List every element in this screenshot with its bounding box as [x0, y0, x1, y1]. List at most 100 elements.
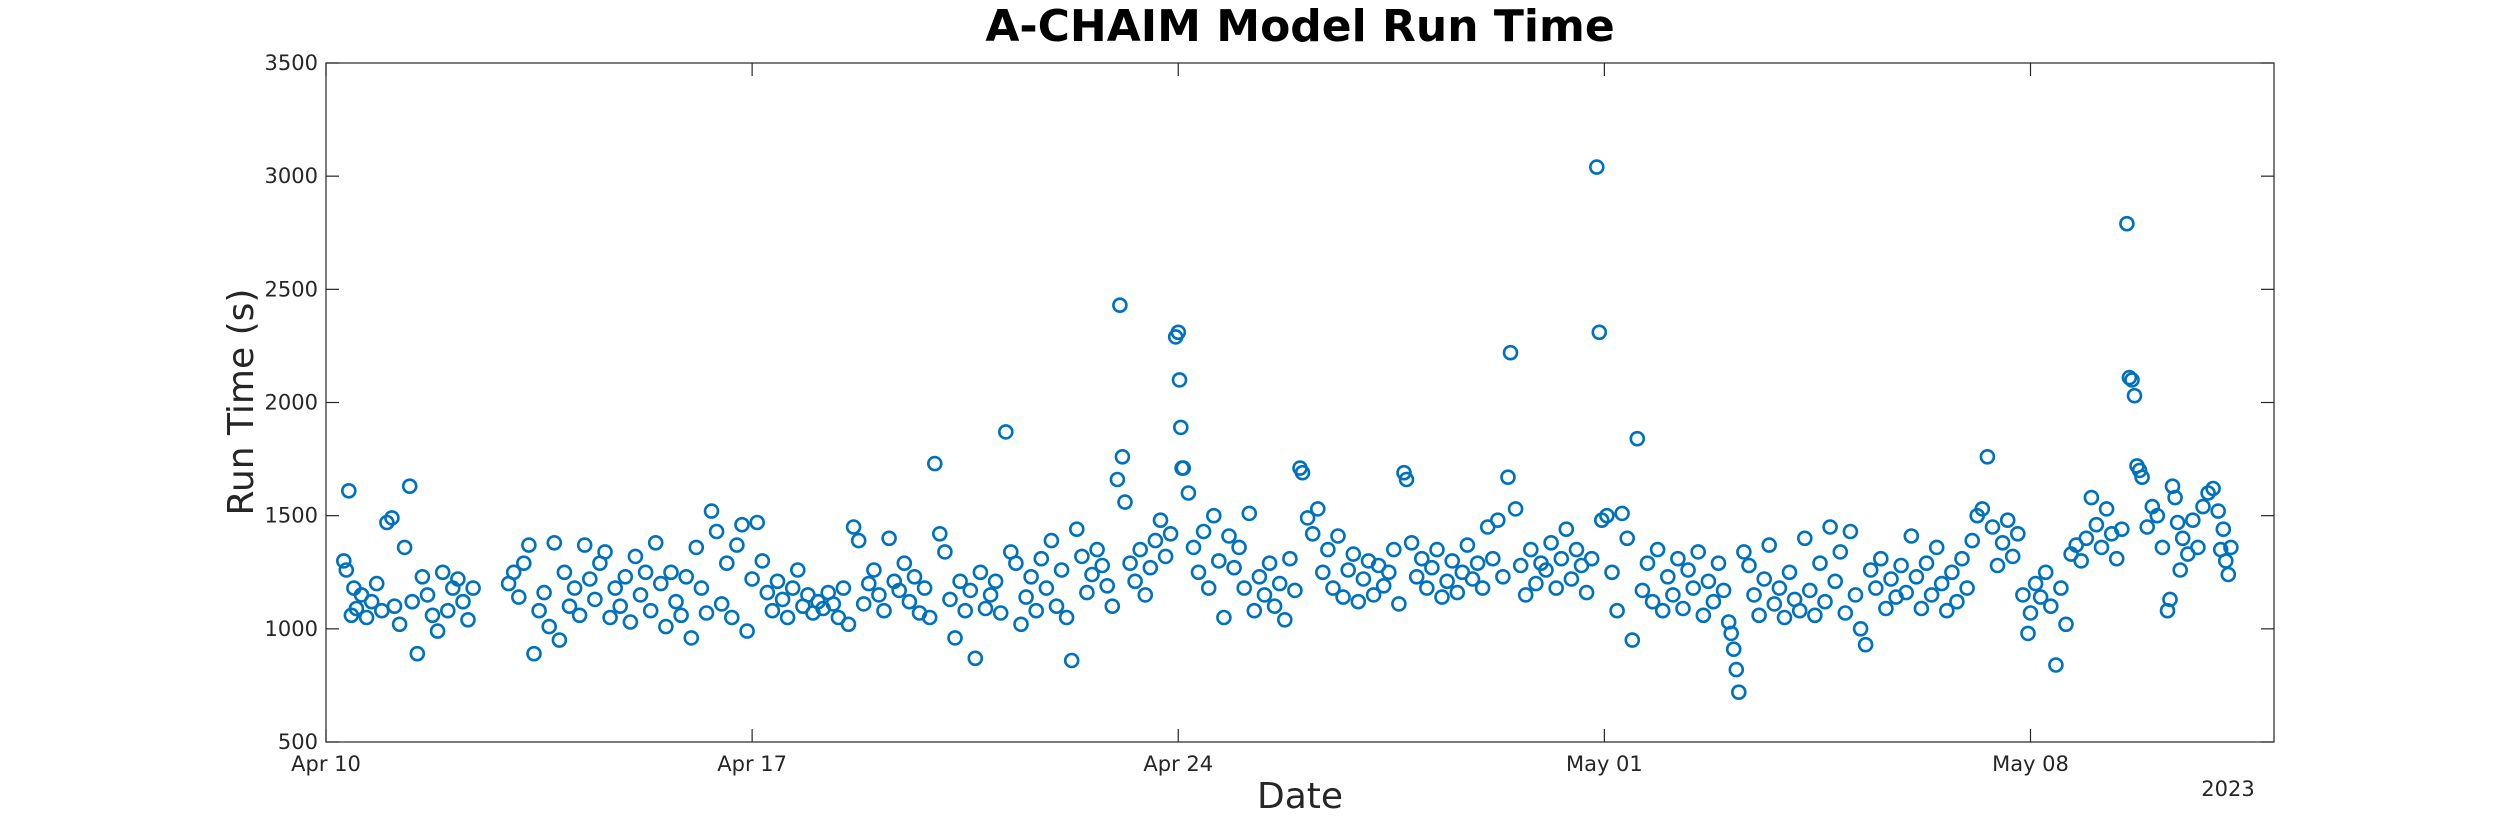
data-point: [363, 593, 380, 610]
data-point: [1200, 580, 1217, 596]
data-point: [561, 598, 578, 615]
data-point: [997, 424, 1014, 440]
data-point: [1365, 587, 1382, 603]
data-point: [439, 602, 456, 619]
data-point: [876, 602, 892, 619]
data-point: [612, 598, 629, 615]
data-point: [658, 618, 674, 635]
data-point: [977, 600, 994, 617]
data-point: [698, 605, 715, 621]
data-point: [1751, 607, 1767, 624]
data-point: [1157, 548, 1174, 565]
data-point: [1315, 564, 1331, 581]
data-point: [1330, 528, 1346, 544]
data-point: [602, 609, 618, 626]
data-point: [515, 555, 532, 572]
data-point: [982, 587, 999, 603]
axis-ticks: 500 1000 1500 2000 2500 3000 3500 Apr 10 Apr 17 A…: [265, 51, 2274, 776]
data-point: [1104, 598, 1121, 615]
data-point: [703, 503, 720, 519]
data-point: [566, 580, 583, 596]
data-point: [373, 602, 390, 619]
data-point: [769, 573, 786, 590]
data-point: [335, 553, 352, 569]
data-point: [1989, 557, 2006, 574]
data-point: [465, 580, 481, 596]
data-point: [358, 609, 375, 626]
data-point: [1053, 562, 1070, 578]
data-point: [1112, 297, 1128, 314]
data-point: [1893, 557, 1909, 574]
data-point: [1221, 528, 1237, 544]
data-point: [1023, 568, 1039, 585]
data-point: [1898, 584, 1914, 601]
data-point: [1074, 548, 1090, 565]
data-point: [947, 630, 963, 646]
data-point: [764, 602, 781, 619]
data-point: [1837, 605, 1854, 621]
data-point: [340, 482, 357, 499]
data-point: [1013, 616, 1029, 633]
data-point: [2210, 503, 2226, 519]
data-point: [1847, 587, 1864, 603]
data-point: [1728, 661, 1745, 678]
data-point: [632, 587, 649, 603]
data-point: [1548, 580, 1564, 596]
data-point: [526, 645, 542, 662]
data-point: [1439, 573, 1455, 590]
data-point: [1058, 609, 1075, 626]
data-point: [1386, 541, 1402, 558]
data-point: [1325, 580, 1341, 596]
data-point: [1842, 523, 1859, 540]
data-point: [871, 587, 887, 603]
data-point: [967, 650, 984, 667]
data-point: [1675, 600, 1691, 617]
data-point: [1649, 541, 1666, 558]
data-point: [1084, 566, 1100, 583]
data-point: [673, 607, 689, 624]
data-point: [2032, 589, 2049, 605]
data-point: [906, 568, 923, 585]
data-point: [1449, 584, 1466, 601]
data-point: [637, 564, 654, 581]
data-point: [663, 564, 679, 581]
data-point: [2195, 498, 2211, 515]
data-point: [896, 555, 913, 572]
data-point: [1271, 575, 1288, 592]
data-point: [2185, 512, 2201, 529]
data-point: [1705, 593, 1722, 610]
data-point: [891, 582, 908, 599]
data-point: [1419, 580, 1435, 596]
data-point: [1345, 546, 1362, 562]
data-point: [1266, 598, 1283, 615]
data-point: [1994, 534, 2011, 551]
data-point: [1928, 539, 1945, 556]
data-point: [1190, 564, 1207, 581]
data-point: [1523, 541, 1539, 558]
data-point: [2190, 539, 2206, 556]
data-point: [1660, 568, 1676, 585]
y-axis-label: Run Time (s): [221, 289, 262, 516]
data-point: [1226, 559, 1242, 576]
data-point: [1583, 550, 1600, 567]
data-point: [414, 568, 431, 585]
data-point: [1495, 568, 1511, 585]
data-point: [1109, 471, 1126, 488]
data-point: [647, 534, 664, 551]
data-point: [1304, 525, 1321, 542]
data-point: [1173, 419, 1189, 436]
data-point: [551, 632, 568, 648]
data-point: [1434, 589, 1450, 605]
data-point: [774, 591, 791, 608]
data-point: [1398, 471, 1415, 488]
data-point: [1246, 602, 1263, 619]
data-point: [1832, 544, 1849, 560]
data-point: [1132, 541, 1148, 558]
data-point: [708, 523, 725, 540]
data-point: [881, 530, 897, 547]
data-point: [424, 607, 441, 624]
data-point: [386, 598, 403, 615]
data-point: [1381, 564, 1397, 581]
data-point: [1444, 553, 1460, 569]
data-point: [1670, 550, 1686, 567]
